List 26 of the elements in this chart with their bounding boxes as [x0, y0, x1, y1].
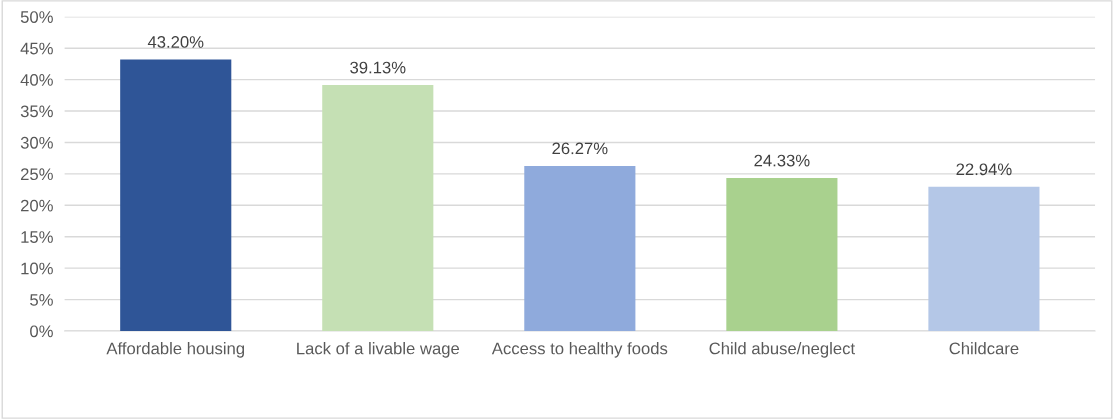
y-tick-label: 45%	[20, 42, 53, 55]
bar	[726, 178, 838, 332]
data-label: 22.94%	[956, 163, 1012, 176]
data-label: 26.27%	[552, 142, 608, 155]
data-label: 24.33%	[754, 154, 810, 167]
x-tick-label: Lack of a livable wage	[297, 342, 460, 358]
y-tick-label: 35%	[20, 105, 53, 118]
x-tick-label: Child abuse/neglect	[709, 342, 855, 358]
data-label: 39.13%	[350, 61, 406, 74]
y-tick-label: 15%	[21, 231, 53, 243]
y-tick-label: 25%	[20, 168, 53, 181]
y-tick-label: 10%	[21, 262, 53, 275]
bar	[120, 59, 232, 332]
y-tick-label: 50%	[20, 11, 53, 23]
y-tick-label: 40%	[20, 74, 53, 86]
x-tick-label: Affordable housing	[106, 342, 245, 358]
x-tick-label: Childcare	[949, 342, 1019, 355]
data-label: 43.20%	[147, 36, 204, 48]
y-tick-label: 20%	[20, 199, 53, 212]
bar	[322, 85, 434, 332]
bar	[524, 165, 636, 332]
y-tick-label: 5%	[30, 294, 53, 306]
x-tick-label: Access to healthy foods	[491, 342, 668, 358]
y-tick-label: 30%	[20, 136, 53, 149]
y-tick-label: 0%	[30, 325, 53, 338]
bar	[928, 186, 1040, 332]
